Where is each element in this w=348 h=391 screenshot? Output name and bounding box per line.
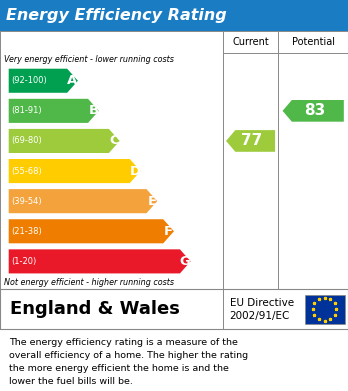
Polygon shape	[283, 100, 344, 122]
Polygon shape	[9, 69, 78, 93]
Bar	[0, 31, 348, 289]
Text: B: B	[88, 104, 98, 117]
Text: Not energy efficient - higher running costs: Not energy efficient - higher running co…	[4, 278, 174, 287]
Text: 83: 83	[304, 103, 325, 118]
Bar	[0, 31, 223, 289]
Polygon shape	[226, 130, 275, 152]
Bar	[0, 289, 348, 329]
Bar	[223, 31, 278, 289]
Text: (92-100): (92-100)	[11, 76, 47, 85]
Text: (1-20): (1-20)	[11, 257, 37, 266]
Text: Very energy efficient - lower running costs: Very energy efficient - lower running co…	[4, 55, 174, 64]
Text: E: E	[147, 195, 157, 208]
Text: (39-54): (39-54)	[11, 197, 42, 206]
Text: (81-91): (81-91)	[11, 106, 42, 115]
Bar	[304, 295, 345, 324]
Text: The energy efficiency rating is a measure of the
overall efficiency of a home. T: The energy efficiency rating is a measur…	[9, 338, 248, 386]
Text: C: C	[110, 135, 119, 147]
Text: D: D	[129, 165, 141, 178]
Polygon shape	[9, 99, 99, 123]
Text: (69-80): (69-80)	[11, 136, 42, 145]
Bar	[0, 0, 348, 31]
Text: 77: 77	[241, 133, 263, 149]
Text: (21-38): (21-38)	[11, 227, 42, 236]
Polygon shape	[9, 249, 191, 273]
Text: EU Directive
2002/91/EC: EU Directive 2002/91/EC	[230, 298, 294, 321]
Polygon shape	[9, 129, 120, 153]
Text: Potential: Potential	[292, 37, 335, 47]
Polygon shape	[9, 159, 141, 183]
Text: G: G	[180, 255, 191, 268]
Text: F: F	[164, 225, 173, 238]
Text: Current: Current	[232, 37, 269, 47]
Bar	[278, 31, 348, 289]
Text: A: A	[68, 74, 78, 87]
Text: England & Wales: England & Wales	[10, 300, 180, 318]
Text: (55-68): (55-68)	[11, 167, 42, 176]
Text: Energy Efficiency Rating: Energy Efficiency Rating	[6, 8, 227, 23]
Polygon shape	[9, 189, 157, 213]
Polygon shape	[9, 219, 174, 243]
